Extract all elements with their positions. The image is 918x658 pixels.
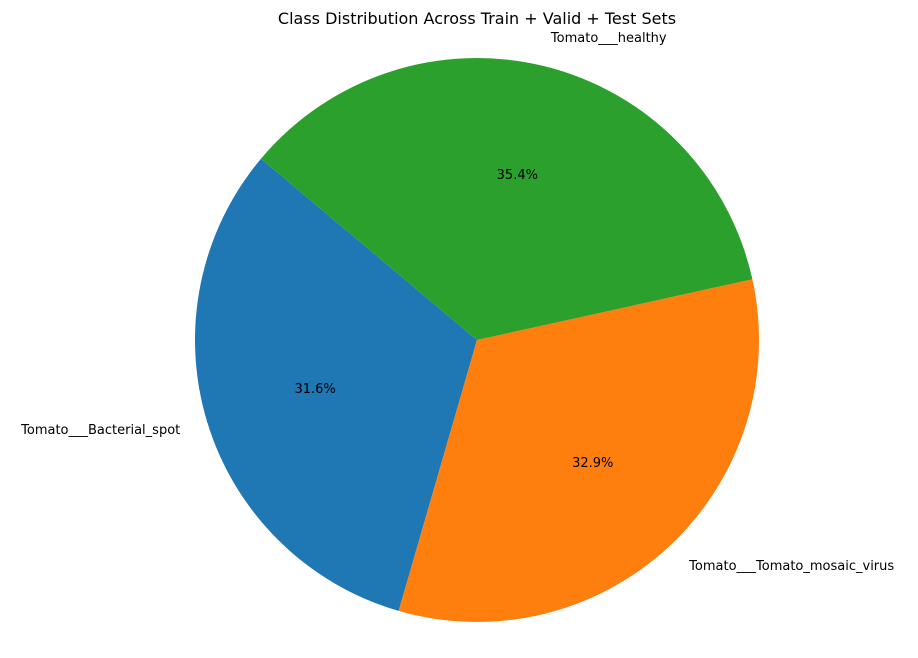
pie-category-label-2: Tomato___healthy — [550, 31, 667, 46]
pie-slice-1 — [398, 279, 759, 623]
pie-pct-label-2: 35.4% — [497, 168, 538, 183]
pie-slice-0 — [195, 158, 478, 611]
pie-category-label-1: Tomato___Tomato_mosaic_virus — [688, 559, 894, 574]
chart-title: Class Distribution Across Train + Valid … — [278, 9, 676, 28]
pie-slice-2 — [260, 58, 753, 341]
pie-pct-label-0: 31.6% — [294, 382, 335, 397]
pie-labels: 31.6% Tomato___Bacterial_spot 32.9% Tomato_… — [20, 31, 894, 574]
pie-category-label-0: Tomato___Bacterial_spot — [20, 423, 180, 438]
pie-slices — [195, 58, 759, 623]
pie-pct-label-1: 32.9% — [572, 456, 613, 471]
